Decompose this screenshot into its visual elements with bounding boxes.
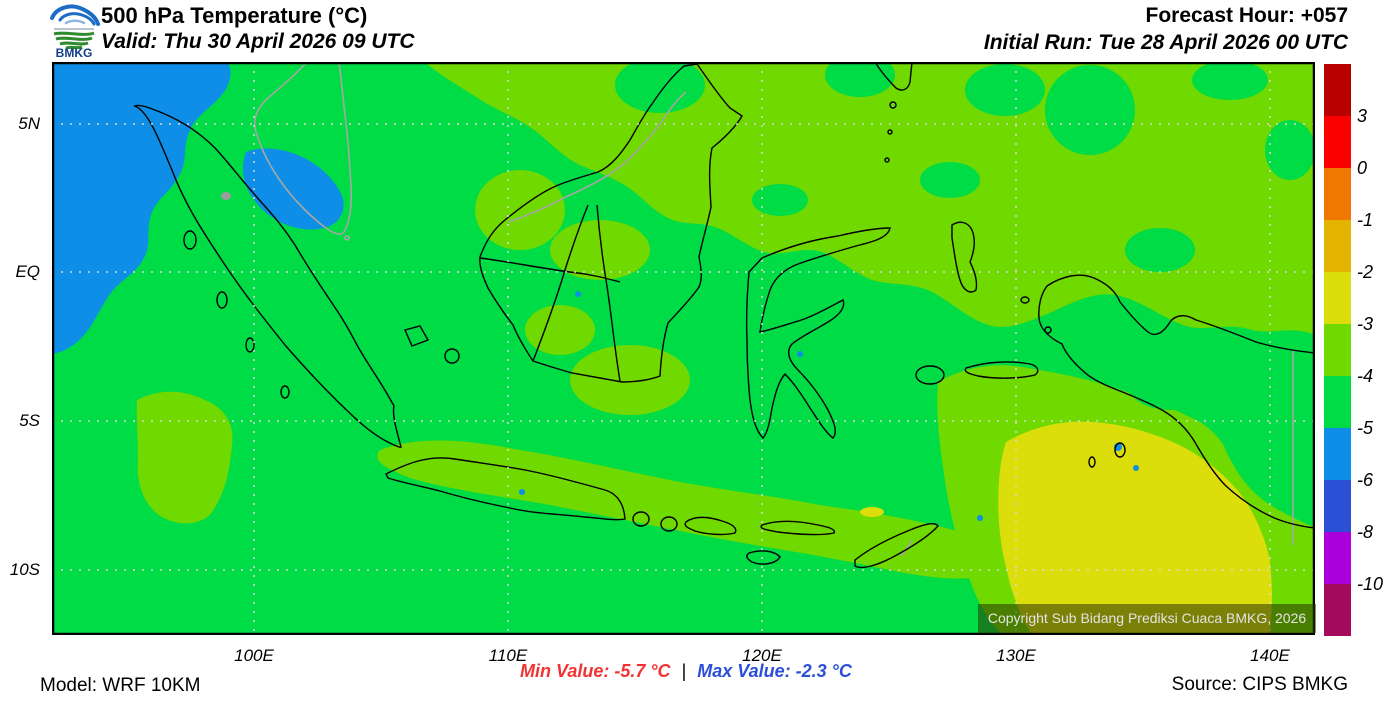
lon-label-120e: 120E [742, 646, 782, 665]
colorbar-label: 3 [1357, 106, 1368, 126]
valid-time-label: Valid: Thu 30 April 2026 09 UTC [101, 30, 415, 53]
colorbar-label: -1 [1357, 210, 1374, 230]
colorbar-segment [1324, 220, 1351, 272]
bmkg-logo: BMKG [46, 2, 102, 58]
source-label: Source: CIPS BMKG [1171, 674, 1348, 695]
minmax-values: Min Value: -5.7 °C | Max Value: -2.3 °C [520, 661, 852, 682]
minmax-separator: | [681, 661, 687, 681]
colorbar-segment [1324, 428, 1351, 480]
colorbar-segment [1324, 168, 1351, 220]
foreign-borders [253, 62, 1294, 557]
colorbar-segment [1324, 480, 1351, 532]
colorbar-segment [1324, 272, 1351, 324]
lat-label-5s: 5S [19, 411, 40, 430]
colorbar-label: -8 [1357, 522, 1374, 542]
min-value-label: Min Value: -5.7 °C [520, 661, 671, 681]
colorbar-segment [1324, 64, 1351, 116]
temp-region-green-patches [615, 62, 1315, 485]
colorbar-label: -5 [1357, 418, 1374, 438]
colorbar-segment [1324, 376, 1351, 428]
max-value-label: Max Value: -2.3 °C [697, 661, 852, 681]
model-label: Model: WRF 10KM [40, 675, 201, 696]
bmkg-logo-text: BMKG [56, 46, 93, 58]
lat-label-eq: EQ [15, 262, 40, 281]
initial-run-label: Initial Run: Tue 28 April 2026 00 UTC [983, 31, 1348, 54]
lat-label-5n: 5N [18, 114, 40, 133]
lat-label-10s: 10S [9, 560, 40, 579]
graticule [52, 62, 1315, 635]
coastlines [133, 62, 1315, 569]
colorbar [1324, 64, 1351, 636]
colorbar-segment [1324, 116, 1351, 168]
temperature-map [52, 62, 1315, 635]
colorbar-label: -6 [1357, 470, 1374, 490]
colorbar-label: -2 [1357, 262, 1374, 282]
lon-label-110e: 110E [488, 646, 528, 665]
colorbar-segment [1324, 324, 1351, 376]
colorbar-label: 0 [1357, 158, 1368, 178]
colorbar-label: -10 [1357, 574, 1384, 594]
lon-label-100e: 100E [234, 646, 274, 665]
forecast-hour-label: Forecast Hour: +057 [1145, 4, 1349, 27]
lon-label-140e: 140E [1250, 646, 1290, 665]
colorbar-label: -3 [1357, 314, 1374, 334]
bmkg-logo-icon: BMKG [50, 4, 100, 58]
colorbar-segment [1324, 584, 1351, 636]
colorbar-label: -4 [1357, 366, 1374, 386]
lake-toba [221, 192, 231, 200]
copyright-overlay: Copyright Sub Bidang Prediksi Cuaca BMKG… [978, 604, 1316, 633]
colorbar-segment [1324, 532, 1351, 584]
page-title: 500 hPa Temperature (°C) [101, 3, 368, 28]
lon-label-130e: 130E [996, 646, 1036, 665]
temp-region-yellow [860, 421, 1272, 635]
map-frame [52, 62, 1315, 635]
